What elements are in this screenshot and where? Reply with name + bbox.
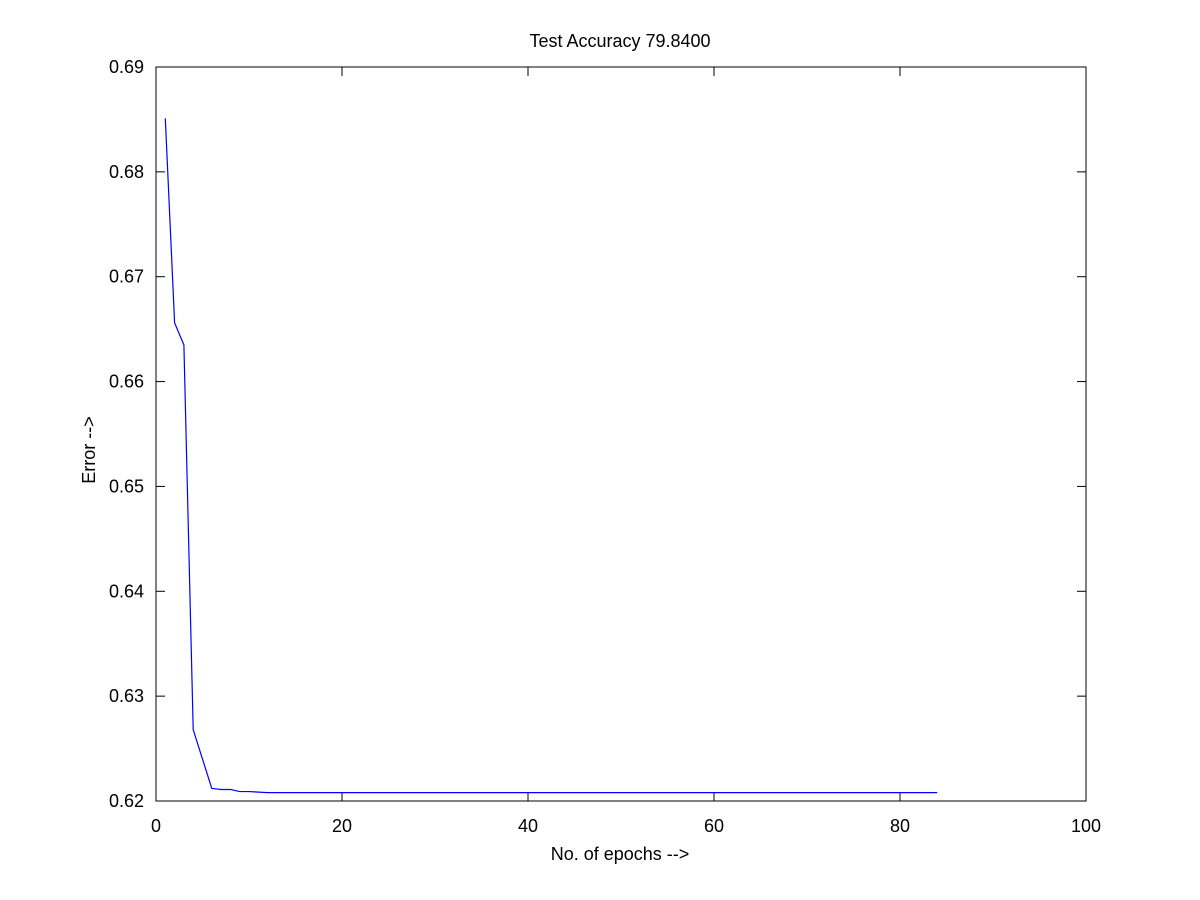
y-axis-ticks: 0.62 0.63 0.64 0.65 0.66 0.67 0.68 0.69	[109, 57, 1086, 811]
x-tick-label: 80	[890, 816, 910, 836]
x-tick-label: 100	[1071, 816, 1101, 836]
y-tick-label: 0.63	[109, 686, 144, 706]
x-tick-label: 20	[332, 816, 352, 836]
y-tick-label: 0.67	[109, 267, 144, 287]
x-tick-label: 60	[704, 816, 724, 836]
chart-title: Test Accuracy 79.8400	[529, 31, 710, 51]
y-tick-label: 0.68	[109, 162, 144, 182]
y-tick-label: 0.65	[109, 476, 144, 496]
error-series-line	[164, 118, 938, 794]
y-tick-label: 0.69	[109, 57, 144, 77]
plot-area	[155, 66, 1087, 802]
plot-frame	[155, 66, 1087, 802]
x-axis-label: No. of epochs -->	[551, 844, 690, 864]
x-tick-label: 0	[151, 816, 161, 836]
series-layer	[164, 118, 938, 794]
y-tick-label: 0.66	[109, 372, 144, 392]
x-tick-label: 40	[518, 816, 538, 836]
y-axis-label: Error -->	[79, 416, 99, 484]
x-axis-ticks: 0 20 40 60 80 100	[151, 67, 1101, 836]
y-tick-label: 0.62	[109, 791, 144, 811]
y-tick-label: 0.64	[109, 581, 144, 601]
